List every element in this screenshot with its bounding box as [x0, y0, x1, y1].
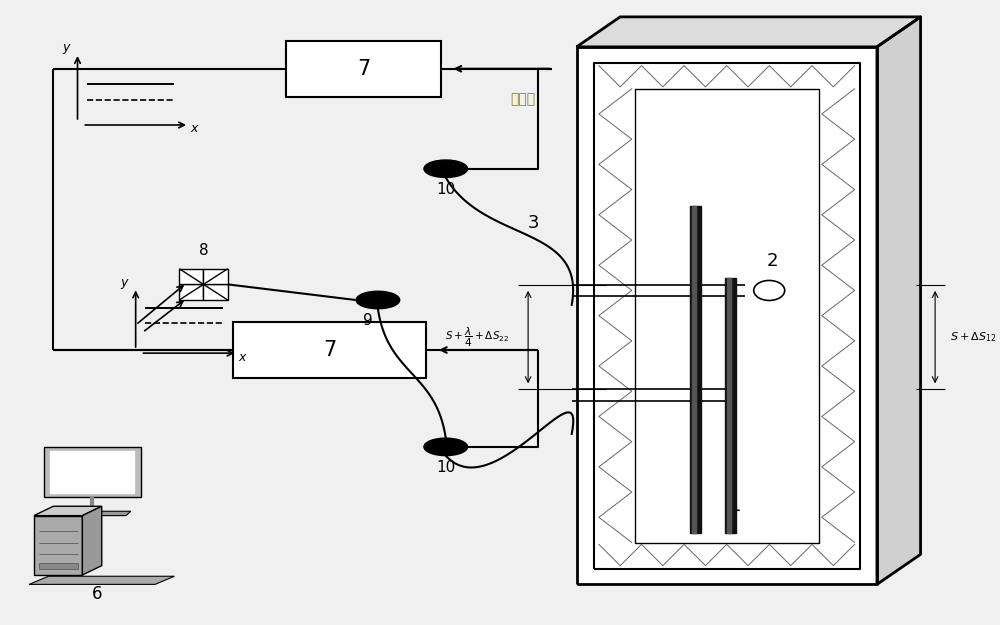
Polygon shape: [82, 506, 102, 575]
Polygon shape: [34, 506, 102, 516]
Text: x: x: [190, 122, 197, 136]
Polygon shape: [690, 206, 701, 533]
Polygon shape: [50, 451, 134, 493]
Polygon shape: [725, 278, 736, 533]
Bar: [233, 322, 426, 378]
Text: 1: 1: [730, 498, 742, 515]
Bar: [179, 284, 203, 300]
Text: 7: 7: [323, 340, 336, 360]
Bar: [179, 269, 203, 284]
Text: $S+\Delta S_{12}$: $S+\Delta S_{12}$: [950, 330, 996, 344]
Text: 2: 2: [767, 252, 779, 270]
Bar: [203, 284, 228, 300]
Polygon shape: [877, 17, 921, 584]
Bar: [39, 562, 78, 569]
Bar: [286, 41, 441, 97]
Ellipse shape: [424, 438, 468, 456]
Polygon shape: [577, 47, 877, 584]
Polygon shape: [44, 447, 141, 497]
Text: 8: 8: [199, 243, 208, 258]
Ellipse shape: [356, 291, 400, 309]
Text: x: x: [239, 351, 246, 364]
Ellipse shape: [424, 160, 468, 177]
Text: y: y: [120, 276, 128, 289]
Text: y: y: [62, 41, 70, 54]
Text: 3: 3: [527, 214, 539, 232]
Polygon shape: [577, 17, 921, 47]
Text: 9: 9: [363, 313, 373, 328]
Polygon shape: [53, 511, 131, 516]
Polygon shape: [692, 206, 696, 533]
Text: 10: 10: [436, 460, 455, 475]
Text: 10: 10: [436, 182, 455, 197]
Polygon shape: [29, 576, 174, 584]
Text: 6: 6: [92, 585, 102, 602]
Bar: [203, 269, 228, 284]
Text: 7: 7: [357, 59, 370, 79]
Text: $S+\dfrac{\lambda}{4}+\Delta S_{22}$: $S+\dfrac{\lambda}{4}+\Delta S_{22}$: [445, 326, 509, 349]
Polygon shape: [727, 278, 731, 533]
Circle shape: [754, 281, 785, 301]
Polygon shape: [34, 516, 82, 575]
Text: 光信号: 光信号: [511, 92, 536, 106]
